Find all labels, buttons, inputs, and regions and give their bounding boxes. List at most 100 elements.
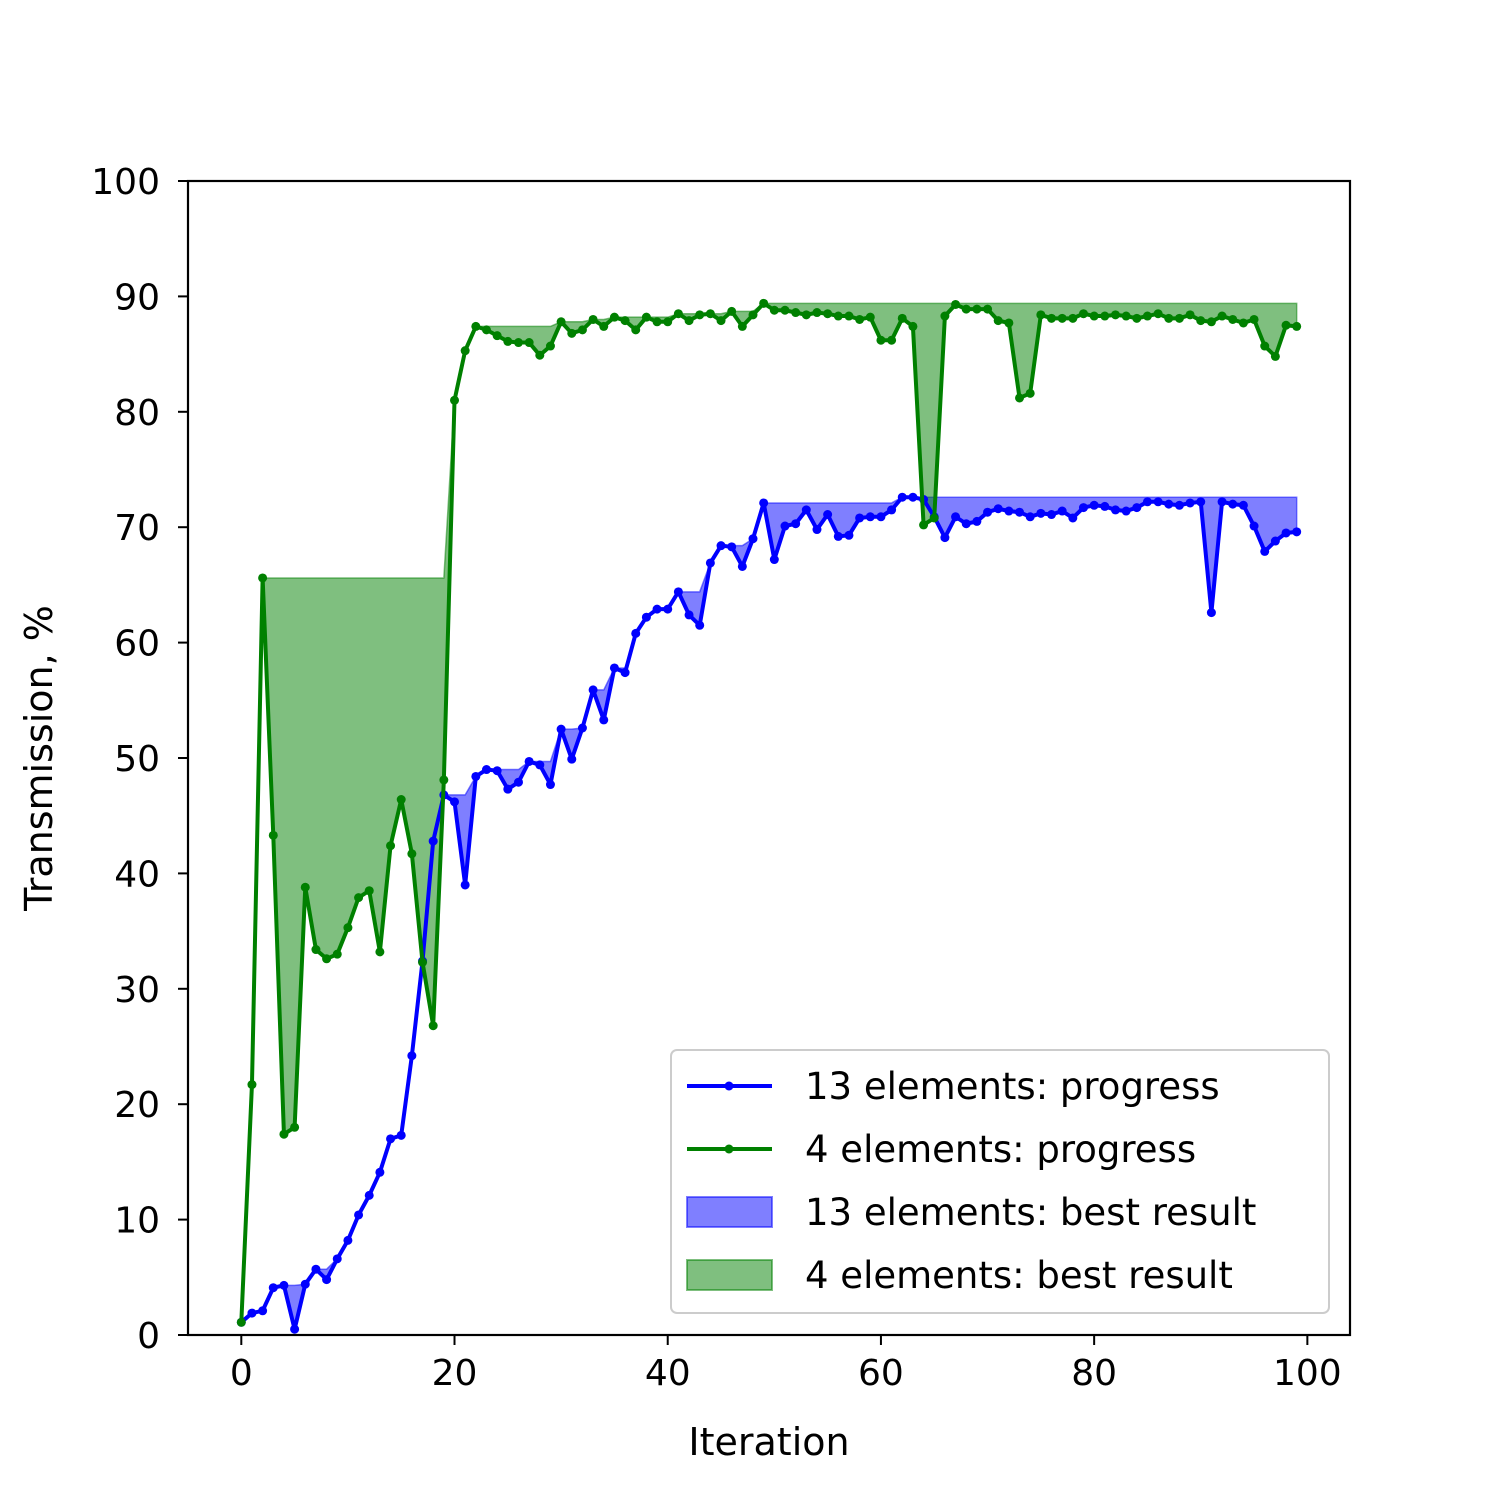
- y-tick-label: 50: [114, 739, 160, 780]
- 13-elements-progress-point: [1249, 521, 1259, 531]
- legend-marker: [724, 1144, 734, 1154]
- 4-elements-progress-point: [844, 311, 854, 321]
- y-axis-label: Transmission, %: [17, 605, 61, 912]
- 4-elements-progress-point: [791, 308, 801, 318]
- 13-elements-progress-line: [238, 495, 1299, 1332]
- 4-elements-progress-point: [812, 308, 822, 318]
- 4-elements-progress-point: [993, 316, 1003, 326]
- 4-elements-progress-point: [1281, 320, 1291, 330]
- 13-elements-progress-point: [1281, 528, 1291, 538]
- 13-elements-progress-point: [407, 1051, 417, 1061]
- 13-elements-progress-point: [823, 510, 833, 520]
- legend-entry-13-elements-best-result: 13 elements: best result: [686, 1191, 1256, 1234]
- 13-elements-progress-point: [609, 663, 619, 673]
- 13-elements-progress-point: [588, 685, 598, 695]
- 4-elements-progress-point: [652, 317, 662, 327]
- x-tick-label: 40: [645, 1353, 691, 1394]
- 4-elements-progress-point: [556, 317, 566, 327]
- legend-frame: [670, 1049, 1330, 1314]
- 13-elements-progress-point: [1015, 507, 1025, 517]
- 4-elements-progress-point: [823, 309, 833, 319]
- 13-elements-progress-point: [1292, 527, 1302, 537]
- 4-elements-progress-point: [1047, 313, 1056, 323]
- 4-elements-progress-point: [450, 395, 460, 405]
- 4-elements-progress-point: [588, 314, 598, 324]
- 4-elements-progress-points: [236, 298, 1302, 1327]
- legend-fill-swatch: [686, 1259, 773, 1291]
- 4-elements-progress-point: [492, 331, 502, 341]
- 13-elements-progress-point: [983, 507, 993, 517]
- 13-elements-progress-point: [1078, 503, 1088, 513]
- 13-elements-progress-point: [1260, 546, 1270, 556]
- 4-elements-progress-point: [1292, 321, 1302, 331]
- 4-elements-progress-point: [354, 893, 364, 903]
- 4-elements-progress-point: [1057, 313, 1067, 323]
- 13-elements-progress-point: [791, 519, 801, 529]
- 13-elements-progress-point: [396, 1130, 406, 1140]
- 4-elements-progress-point: [663, 317, 673, 327]
- 13-elements-progress-point: [844, 530, 854, 540]
- 4-elements-progress-point: [1089, 311, 1099, 321]
- 13-elements-progress-point: [1121, 506, 1131, 516]
- 4-elements-progress-point: [1217, 311, 1227, 321]
- 4-elements-progress-point: [386, 841, 396, 851]
- 4-elements-progress-point: [332, 949, 342, 959]
- y-tick-label: 80: [114, 393, 160, 434]
- x-axis-label: Iteration: [688, 1420, 849, 1464]
- legend-entry-4-elements-progress: 4 elements: progress: [687, 1128, 1196, 1171]
- 4-elements-progress-line: [239, 301, 1299, 1325]
- 13-elements-progress-point: [663, 604, 673, 614]
- y-tick-label: 60: [114, 624, 160, 665]
- legend-label: 13 elements: best result: [805, 1191, 1256, 1234]
- 13-elements-progress-point: [343, 1235, 353, 1245]
- 13-elements-progress-point: [460, 880, 470, 890]
- 4-elements-progress-point: [577, 325, 587, 335]
- 4-elements-progress-point: [897, 313, 907, 323]
- 13-elements-progress-point: [876, 512, 886, 522]
- y-tick-label: 40: [114, 854, 160, 895]
- 4-elements-progress-point: [737, 321, 747, 331]
- 4-elements-progress-point: [247, 1080, 257, 1090]
- 13-elements-progress-point: [972, 516, 982, 526]
- 4-elements-progress-point: [1260, 341, 1270, 351]
- 13-elements-progress-points: [236, 492, 1302, 1334]
- 13-elements-progress-point: [993, 504, 1003, 514]
- 13-elements-progress-point: [887, 505, 897, 515]
- 13-elements-progress-point: [556, 724, 566, 734]
- 4-elements-progress-point: [887, 335, 897, 345]
- 4-elements-progress-point: [865, 312, 875, 322]
- 13-elements-progress-point: [311, 1264, 321, 1274]
- legend-label: 4 elements: progress: [805, 1128, 1196, 1171]
- 4-elements-progress-point: [599, 321, 609, 331]
- 4-elements-progress-point: [1206, 317, 1216, 327]
- 13-elements-progress-point: [780, 521, 790, 531]
- legend-marker: [724, 1081, 734, 1091]
- 4-elements-progress-point: [727, 306, 737, 316]
- 13-elements-progress-point: [801, 505, 811, 515]
- 4-elements-progress-point: [290, 1122, 300, 1132]
- 13-elements-progress-point: [524, 756, 534, 766]
- 13-elements-progress-point: [769, 555, 779, 565]
- 4-elements-progress-point: [1025, 388, 1035, 398]
- 13-elements-progress-point: [695, 620, 705, 630]
- 13-elements-progress-point: [737, 561, 747, 571]
- x-tick-label: 60: [858, 1353, 904, 1394]
- 4-elements-progress-point: [1015, 393, 1025, 403]
- 13-elements-progress-point: [1057, 506, 1067, 516]
- 4-elements-progress-point: [1174, 313, 1184, 323]
- 13-elements-progress-point: [684, 610, 694, 620]
- 4-elements-progress-point: [567, 328, 577, 338]
- 13-elements-progress-point: [364, 1190, 374, 1200]
- 13-elements-progress-point: [951, 512, 961, 522]
- 13-elements-progress-point: [513, 777, 523, 787]
- 13-elements-progress-point: [482, 765, 491, 775]
- 13-elements-progress-point: [673, 587, 683, 597]
- x-tick-label: 100: [1273, 1353, 1342, 1394]
- 4-elements-progress-point: [983, 304, 993, 314]
- 13-elements-progress-point: [599, 715, 609, 725]
- 13-elements-progress-point: [1153, 497, 1163, 507]
- 4-elements-progress-point: [428, 1021, 438, 1031]
- 4-elements-progress-point: [876, 335, 886, 345]
- 4-elements-progress-point: [908, 321, 918, 331]
- 13-elements-progress-point: [386, 1134, 396, 1144]
